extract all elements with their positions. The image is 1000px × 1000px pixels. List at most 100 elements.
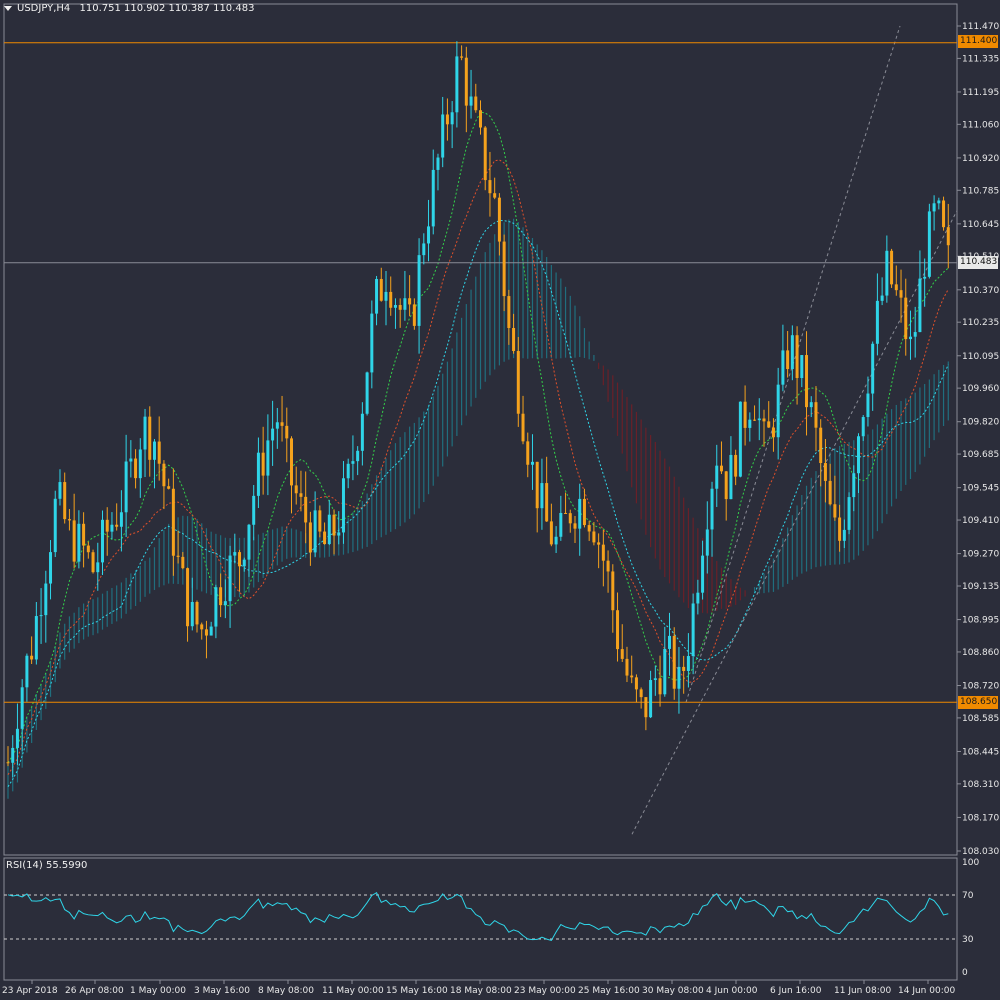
bull-candle bbox=[266, 440, 270, 476]
bear-candle bbox=[724, 471, 728, 500]
bull-candle bbox=[190, 602, 194, 627]
bull-candle bbox=[861, 417, 865, 437]
bull-candle bbox=[427, 226, 431, 244]
bull-candle bbox=[101, 519, 104, 563]
bull-candle bbox=[800, 355, 804, 379]
bull-candle bbox=[455, 56, 459, 113]
horizontal-levels[interactable] bbox=[4, 42, 957, 703]
dropdown-icon[interactable] bbox=[4, 5, 12, 11]
bull-candle bbox=[129, 458, 133, 462]
bull-candle bbox=[937, 200, 941, 204]
x-tick-label: 4 Jun 00:00 bbox=[706, 986, 758, 996]
bull-candle bbox=[781, 350, 785, 385]
y-tick-label: 108.170 bbox=[962, 813, 999, 823]
bull-candle bbox=[559, 512, 563, 537]
bear-candle bbox=[502, 241, 506, 297]
y-tick-label: 111.335 bbox=[962, 54, 999, 64]
x-tick-label: 11 Jun 08:00 bbox=[834, 986, 891, 996]
bear-candle bbox=[564, 512, 568, 514]
bull-candle bbox=[663, 648, 667, 695]
bull-candle bbox=[875, 300, 879, 344]
bull-candle bbox=[365, 372, 369, 414]
bull-candle bbox=[857, 436, 860, 474]
y-tick-label: 108.995 bbox=[962, 616, 999, 626]
x-tick-label: 18 May 08:00 bbox=[450, 986, 512, 996]
bull-candle bbox=[49, 552, 53, 584]
bear-candle bbox=[753, 419, 757, 421]
bear-candle bbox=[167, 486, 171, 489]
bull-candle bbox=[417, 255, 421, 326]
bear-candle bbox=[734, 454, 738, 477]
bull-candle bbox=[540, 483, 544, 509]
bear-candle bbox=[294, 485, 298, 494]
y-tick-label: 109.410 bbox=[962, 516, 999, 526]
bear-candle bbox=[630, 675, 634, 678]
bull-candle bbox=[53, 498, 57, 553]
bull-candle bbox=[923, 276, 927, 279]
bull-candle bbox=[842, 529, 846, 541]
y-tick-label: 109.960 bbox=[962, 384, 999, 394]
bull-candle bbox=[313, 510, 317, 553]
bull-candle bbox=[691, 603, 695, 657]
bear-candle bbox=[582, 498, 586, 526]
y-tick-label: 110.095 bbox=[962, 352, 999, 362]
bear-candle bbox=[464, 57, 468, 106]
bull-candle bbox=[143, 416, 147, 450]
y-tick-label: 108.030 bbox=[962, 847, 999, 857]
bull-candle bbox=[450, 112, 454, 125]
bear-candle bbox=[743, 401, 747, 428]
bull-candle bbox=[25, 655, 29, 688]
bear-candle bbox=[639, 689, 643, 698]
current-price-tag: 110.483 bbox=[958, 256, 998, 269]
bear-candle bbox=[549, 521, 553, 545]
bull-candle bbox=[152, 441, 156, 460]
bear-candle bbox=[332, 514, 336, 536]
bull-candle bbox=[138, 449, 142, 479]
bull-candle bbox=[393, 305, 397, 308]
bear-candle bbox=[285, 425, 289, 439]
bear-candle bbox=[526, 441, 530, 465]
y-tick-label: 108.310 bbox=[962, 780, 999, 790]
bear-candle bbox=[134, 458, 138, 479]
bear-candle bbox=[672, 635, 676, 689]
y-tick-label: 111.060 bbox=[962, 120, 999, 130]
x-tick-label: 26 Apr 08:00 bbox=[65, 986, 124, 996]
bull-candle bbox=[790, 335, 794, 370]
bear-candle bbox=[195, 602, 199, 625]
bull-candle bbox=[271, 428, 275, 441]
bull-candle bbox=[370, 313, 374, 373]
x-tick-label: 11 May 00:00 bbox=[322, 986, 384, 996]
x-tick-label: 23 May 00:00 bbox=[514, 986, 576, 996]
bull-candle bbox=[44, 583, 48, 616]
bear-candle bbox=[304, 496, 308, 523]
y-tick-label: 110.235 bbox=[962, 318, 999, 328]
bull-candle bbox=[847, 497, 851, 530]
chart-header[interactable]: USDJPY,H4 110.751 110.902 110.387 110.48… bbox=[4, 3, 254, 14]
bull-candle bbox=[247, 524, 251, 560]
bull-candle bbox=[327, 514, 331, 545]
bear-candle bbox=[488, 180, 492, 194]
bear-candle bbox=[682, 666, 686, 671]
bear-candle bbox=[493, 193, 497, 198]
bear-candle bbox=[573, 523, 577, 529]
bull-candle bbox=[96, 562, 100, 573]
bull-candle bbox=[686, 656, 690, 671]
bear-candle bbox=[625, 658, 629, 676]
bull-candle bbox=[252, 495, 256, 525]
bear-candle bbox=[204, 629, 208, 636]
bull-candle bbox=[653, 678, 657, 681]
bear-candle bbox=[30, 655, 34, 660]
y-tick-label: 110.370 bbox=[962, 286, 999, 296]
bull-candle bbox=[729, 454, 733, 500]
bull-candle bbox=[11, 747, 15, 763]
bull-candle bbox=[649, 680, 653, 718]
bear-candle bbox=[67, 519, 71, 521]
bull-candle bbox=[908, 336, 912, 340]
bull-candle bbox=[776, 384, 780, 438]
bear-candle bbox=[606, 560, 610, 572]
y-tick-label: 108.720 bbox=[962, 682, 999, 692]
bear-candle bbox=[762, 418, 766, 422]
bear-candle bbox=[148, 416, 152, 460]
y-tick-label: 108.585 bbox=[962, 714, 999, 724]
